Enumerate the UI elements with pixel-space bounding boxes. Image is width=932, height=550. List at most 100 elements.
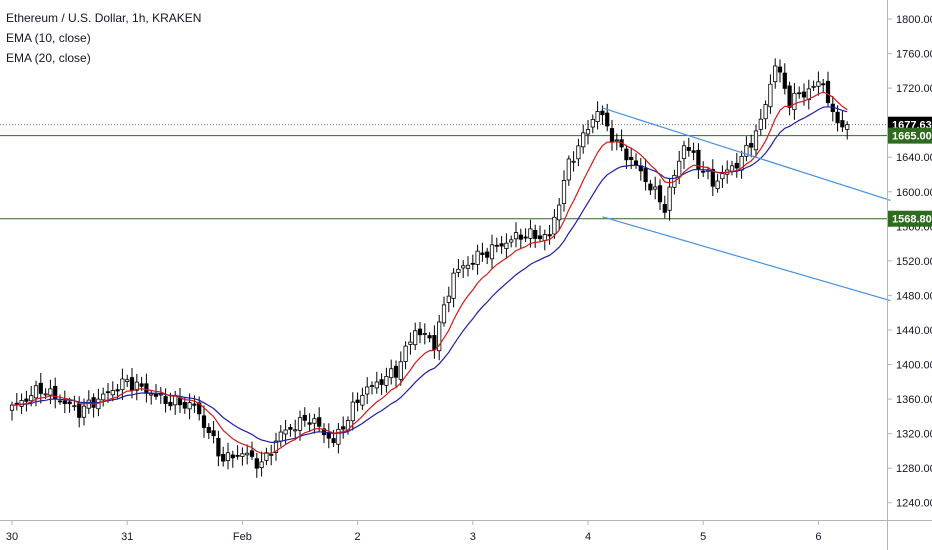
- candle[interactable]: [590, 119, 595, 128]
- candle[interactable]: [657, 185, 663, 203]
- candle[interactable]: [365, 386, 370, 395]
- candle[interactable]: [273, 440, 279, 453]
- candle[interactable]: [120, 378, 125, 391]
- candle[interactable]: [149, 393, 154, 396]
- candle[interactable]: [369, 385, 375, 387]
- candle[interactable]: [221, 453, 226, 462]
- candle[interactable]: [230, 454, 235, 459]
- candle[interactable]: [29, 395, 34, 402]
- candle[interactable]: [302, 414, 307, 421]
- candle[interactable]: [811, 85, 816, 88]
- candle[interactable]: [211, 430, 216, 437]
- candle[interactable]: [173, 395, 178, 406]
- candle[interactable]: [48, 388, 53, 396]
- candle[interactable]: [461, 265, 466, 269]
- candle[interactable]: [144, 383, 149, 394]
- candle[interactable]: [609, 128, 615, 143]
- candle[interactable]: [192, 403, 197, 406]
- candle[interactable]: [566, 158, 571, 181]
- candle[interactable]: [14, 402, 19, 405]
- candle[interactable]: [393, 365, 399, 378]
- candle[interactable]: [341, 426, 346, 430]
- candle[interactable]: [62, 400, 67, 404]
- candle[interactable]: [845, 124, 850, 130]
- candle[interactable]: [245, 452, 250, 456]
- candle[interactable]: [408, 341, 413, 345]
- candle[interactable]: [446, 295, 451, 303]
- candle[interactable]: [773, 65, 778, 83]
- candle[interactable]: [451, 272, 456, 299]
- candle[interactable]: [624, 148, 629, 161]
- candle[interactable]: [437, 321, 442, 352]
- candle[interactable]: [648, 183, 653, 191]
- candle[interactable]: [441, 304, 447, 324]
- candle[interactable]: [509, 239, 514, 243]
- candle[interactable]: [417, 328, 423, 336]
- candle[interactable]: [485, 251, 490, 258]
- candle[interactable]: [547, 234, 552, 237]
- candle[interactable]: [456, 268, 461, 273]
- candle[interactable]: [782, 72, 787, 89]
- candle[interactable]: [139, 383, 144, 387]
- candle[interactable]: [168, 401, 173, 407]
- candle[interactable]: [389, 368, 394, 379]
- candle[interactable]: [374, 381, 379, 389]
- candle[interactable]: [576, 145, 581, 160]
- candle[interactable]: [557, 204, 562, 221]
- candle[interactable]: [307, 422, 312, 425]
- candle[interactable]: [269, 453, 274, 456]
- candle[interactable]: [744, 144, 749, 157]
- candle[interactable]: [787, 85, 792, 108]
- candle[interactable]: [662, 204, 667, 213]
- candle[interactable]: [489, 244, 495, 260]
- candle[interactable]: [206, 426, 211, 434]
- candle[interactable]: [9, 404, 15, 411]
- candle[interactable]: [288, 427, 293, 430]
- candle[interactable]: [835, 111, 840, 124]
- candle[interactable]: [585, 129, 591, 135]
- candle[interactable]: [614, 139, 619, 142]
- ema20-line[interactable]: [11, 106, 848, 444]
- price-axis[interactable]: 1240.00 1280.00 1320.00 1360.00 1400.00 1440.…: [887, 14, 932, 510]
- candle[interactable]: [422, 333, 427, 335]
- candle[interactable]: [518, 234, 523, 240]
- candle[interactable]: [201, 415, 207, 428]
- candle[interactable]: [235, 454, 240, 457]
- candle[interactable]: [571, 160, 576, 163]
- candle[interactable]: [33, 385, 39, 399]
- candle[interactable]: [249, 450, 255, 457]
- candle[interactable]: [24, 398, 29, 402]
- candle[interactable]: [182, 402, 187, 409]
- candle[interactable]: [72, 405, 77, 408]
- candle[interactable]: [537, 235, 543, 240]
- candle[interactable]: [686, 147, 691, 151]
- candle[interactable]: [691, 150, 696, 153]
- trendline[interactable]: [602, 216, 891, 302]
- candle[interactable]: [384, 376, 389, 386]
- candle[interactable]: [667, 186, 672, 211]
- candle[interactable]: [336, 428, 341, 445]
- candle[interactable]: [465, 264, 471, 269]
- candle[interactable]: [701, 170, 706, 173]
- candle[interactable]: [777, 66, 783, 73]
- candle[interactable]: [734, 162, 739, 169]
- candle[interactable]: [600, 110, 605, 116]
- candle[interactable]: [125, 379, 130, 382]
- candle[interactable]: [225, 452, 231, 462]
- candle[interactable]: [653, 186, 658, 190]
- candle[interactable]: [293, 429, 298, 432]
- candle[interactable]: [475, 250, 480, 265]
- candle[interactable]: [749, 143, 754, 148]
- candle[interactable]: [528, 228, 533, 239]
- ema10-line[interactable]: [11, 91, 848, 455]
- candle[interactable]: [792, 92, 797, 111]
- candle[interactable]: [283, 429, 288, 435]
- candle[interactable]: [115, 389, 120, 392]
- candle[interactable]: [763, 104, 768, 120]
- trendline[interactable]: [602, 107, 891, 201]
- candle[interactable]: [523, 236, 528, 239]
- candle[interactable]: [86, 399, 91, 409]
- candle[interactable]: [153, 393, 159, 397]
- symbol-title[interactable]: Ethereum / U.S. Dollar, 1h, KRAKEN: [6, 11, 202, 25]
